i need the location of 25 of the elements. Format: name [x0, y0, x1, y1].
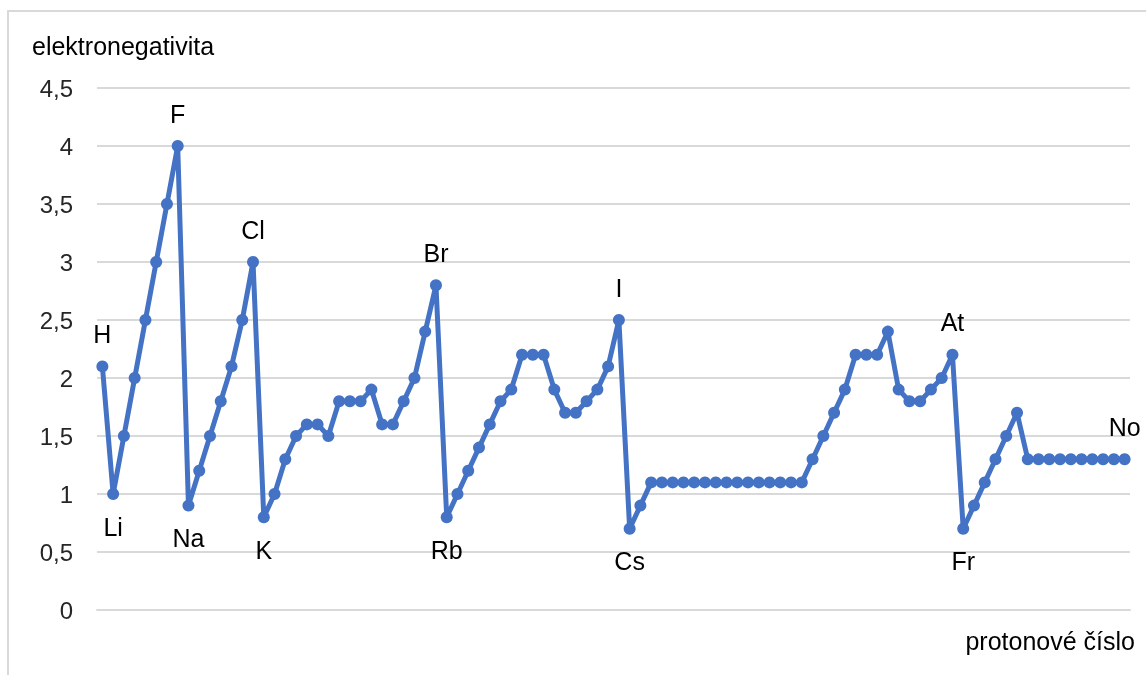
data-label: No	[1108, 412, 1141, 441]
y-tick-label: 4	[59, 132, 73, 160]
data-label: H	[93, 319, 112, 348]
y-tick-label: 1,5	[39, 422, 73, 450]
x-axis-title: protonové číslo	[965, 626, 1135, 655]
y-tick-label: 0	[59, 596, 73, 624]
data-label: At	[940, 308, 965, 337]
y-axis-title: elektronegativita	[32, 31, 215, 60]
data-label: Cl	[241, 215, 265, 244]
y-tick-label: 0,5	[39, 538, 73, 566]
y-tick-label: 3,5	[39, 190, 73, 218]
data-label: Na	[172, 524, 205, 553]
data-label: Fr	[951, 547, 976, 576]
y-tick-label: 1	[59, 480, 73, 508]
data-label: F	[170, 99, 186, 128]
data-label: Br	[423, 238, 449, 267]
y-tick-label: 3	[59, 248, 73, 276]
y-tick-label: 2,5	[39, 306, 73, 334]
y-tick-label: 2	[59, 364, 73, 392]
data-label: I	[615, 273, 623, 302]
y-tick-label: 4,5	[39, 74, 73, 102]
data-label: Rb	[430, 535, 463, 564]
data-label: K	[255, 535, 273, 564]
data-label: Li	[103, 512, 123, 541]
data-label: Cs	[614, 547, 645, 576]
